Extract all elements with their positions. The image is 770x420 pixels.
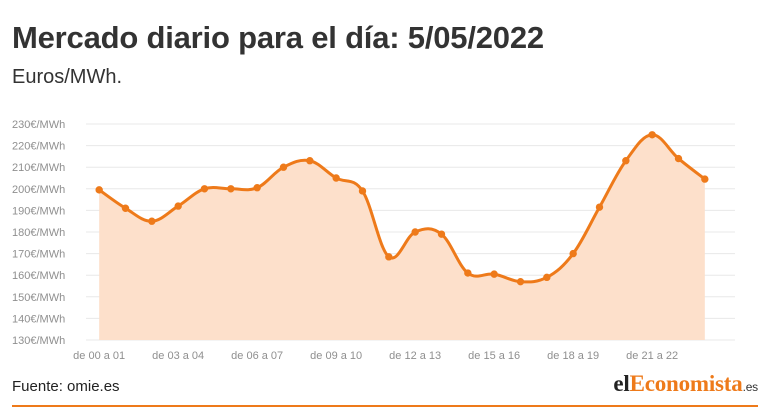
y-tick-label: 220€/MWh	[12, 141, 65, 153]
y-tick-label: 180€/MWh	[12, 227, 65, 239]
y-tick-label: 210€/MWh	[12, 162, 65, 174]
data-point[interactable]	[279, 163, 288, 171]
logo-suffix: .es	[742, 380, 759, 394]
price-chart-svg: 130€/MWh 140€/MWh 150€/MWh 160€/MWh 170€/MWh…	[12, 119, 735, 362]
y-tick-label: 130€/MWh	[12, 335, 65, 347]
x-tick-label: de 03 a 04	[152, 350, 204, 362]
data-point[interactable]	[332, 174, 340, 182]
x-tick-label: de 12 a 13	[389, 350, 441, 362]
x-tick-label: de 18 a 19	[547, 350, 599, 362]
x-tick-label: de 21 a 22	[626, 350, 678, 362]
data-point[interactable]	[595, 203, 604, 211]
chart-subtitle: Euros/MWh.	[12, 66, 123, 88]
y-tick-label: 160€/MWh	[12, 270, 65, 282]
data-point[interactable]	[95, 186, 103, 194]
logo-accent: Economista	[629, 371, 743, 396]
data-point[interactable]	[516, 277, 525, 286]
chart-title: Mercado diario para el día: 5/05/2022	[12, 20, 544, 55]
data-point[interactable]	[227, 185, 235, 193]
data-point[interactable]	[464, 269, 472, 277]
x-tick-label: de 00 a 01	[73, 350, 125, 362]
x-tick-label: de 09 a 10	[310, 350, 362, 362]
data-point[interactable]	[490, 270, 498, 278]
data-point[interactable]	[674, 154, 683, 163]
data-point[interactable]	[569, 249, 577, 258]
data-point[interactable]	[200, 185, 209, 193]
x-tick-label: de 15 a 16	[468, 350, 520, 362]
data-point[interactable]	[306, 157, 314, 165]
data-point[interactable]	[411, 228, 419, 236]
data-point[interactable]	[358, 187, 367, 195]
data-point[interactable]	[148, 217, 156, 225]
data-point[interactable]	[622, 157, 630, 165]
data-point[interactable]	[385, 253, 393, 261]
source-label: Fuente: omie.es	[12, 378, 120, 395]
y-tick-label: 190€/MWh	[12, 205, 65, 217]
data-point[interactable]	[174, 202, 182, 210]
y-tick-label: 140€/MWh	[12, 313, 65, 325]
y-tick-label: 170€/MWh	[12, 249, 65, 261]
data-point[interactable]	[543, 273, 551, 282]
data-point[interactable]	[253, 184, 261, 192]
bottom-rule	[12, 405, 758, 407]
price-area	[99, 134, 705, 340]
x-tick-label: de 06 a 07	[231, 350, 283, 362]
data-point[interactable]	[701, 175, 709, 183]
eleconomista-logo: elEconomista.es	[613, 371, 758, 397]
y-tick-label: 150€/MWh	[12, 292, 65, 304]
price-chart: 130€/MWh 140€/MWh 150€/MWh 160€/MWh 170€/MWh…	[0, 108, 770, 370]
y-tick-label: 200€/MWh	[12, 184, 65, 196]
data-point[interactable]	[648, 131, 656, 139]
data-point[interactable]	[437, 230, 446, 238]
data-point[interactable]	[121, 204, 130, 212]
y-tick-label: 230€/MWh	[12, 119, 65, 131]
logo-prefix: el	[613, 371, 630, 396]
